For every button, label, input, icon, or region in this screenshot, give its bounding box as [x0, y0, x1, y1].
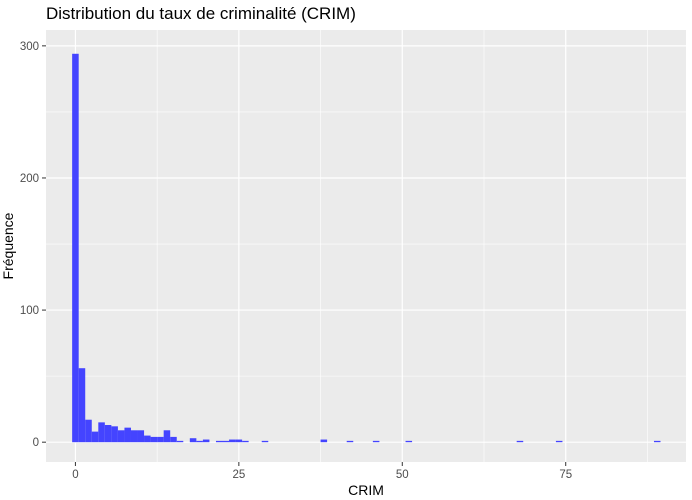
y-axis-title: Fréquence	[0, 212, 16, 279]
axis-ticks: 0 25 50 75 0 100 200 300	[20, 41, 572, 481]
histogram-bar	[150, 436, 158, 443]
histogram-bar	[215, 440, 223, 443]
histogram-bar	[405, 440, 413, 443]
plot-panel	[46, 30, 686, 462]
histogram-bar	[137, 430, 145, 443]
histogram-bar	[372, 440, 380, 443]
y-tick-label: 0	[33, 437, 39, 449]
y-tick-label: 100	[20, 305, 39, 317]
histogram-bar	[130, 430, 138, 443]
chart-title: Distribution du taux de criminalité (CRI…	[46, 4, 356, 23]
histogram-bar	[124, 427, 131, 443]
x-tick-label: 50	[396, 469, 409, 481]
histogram-bar	[653, 440, 661, 443]
histogram-bar	[176, 440, 184, 443]
histogram-bar	[320, 439, 328, 443]
histogram-bar	[222, 440, 230, 443]
histogram-bar	[196, 440, 203, 443]
histogram-bar	[346, 440, 354, 443]
y-tick-label: 200	[20, 173, 39, 185]
x-tick-label: 25	[232, 469, 245, 481]
histogram-bar	[98, 422, 105, 443]
y-tick-label: 300	[20, 41, 39, 53]
histogram-bar	[261, 440, 269, 443]
histogram-bar	[170, 436, 177, 443]
histogram-bar	[202, 439, 210, 443]
histogram-bar	[85, 419, 92, 443]
histogram-bar	[144, 435, 151, 443]
x-tick-label: 75	[559, 469, 572, 481]
histogram-bar	[555, 440, 563, 443]
histogram-bar	[72, 53, 79, 443]
histogram-bar	[516, 440, 524, 443]
histogram-bar	[189, 438, 197, 443]
histogram-bar	[117, 430, 125, 443]
histogram-bar	[235, 439, 243, 443]
histogram-bar	[91, 431, 99, 443]
histogram-bar	[163, 430, 171, 443]
histogram-bar	[111, 426, 118, 443]
x-axis-title: CRIM	[348, 482, 384, 498]
histogram-bar	[157, 436, 164, 443]
x-tick-label: 0	[72, 469, 78, 481]
histogram-bar	[242, 440, 249, 443]
histogram-bar	[104, 425, 112, 443]
histogram-bar	[78, 368, 86, 443]
histogram-bars	[72, 53, 661, 443]
histogram-bar	[229, 439, 236, 443]
